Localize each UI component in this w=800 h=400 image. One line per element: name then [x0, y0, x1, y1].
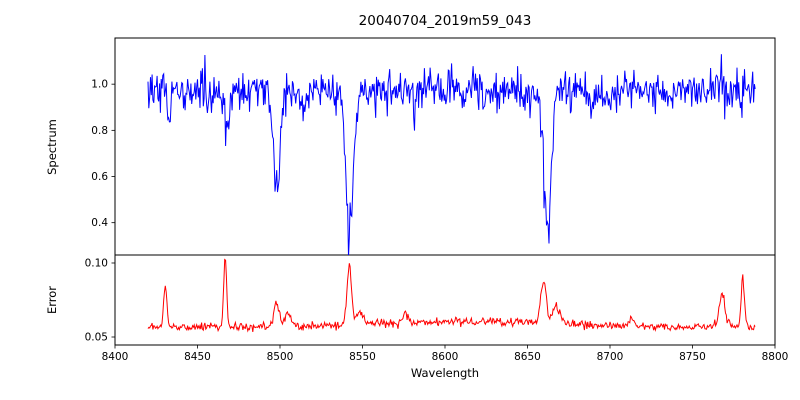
y-tick-label: 0.8 — [91, 125, 108, 137]
y-tick-label: 0.05 — [85, 332, 108, 344]
y-tick-label: 0.10 — [85, 257, 108, 269]
x-tick-label: 8800 — [762, 351, 789, 363]
chart-title: 20040704_2019m59_043 — [358, 13, 532, 29]
x-tick-label: 8500 — [267, 351, 294, 363]
x-tick-label: 8750 — [679, 351, 706, 363]
x-tick-label: 8650 — [514, 351, 541, 363]
spectrum-line — [147, 54, 756, 255]
error-line — [147, 258, 756, 333]
y-tick-label: 0.4 — [91, 217, 108, 229]
x-tick-label: 8550 — [349, 351, 376, 363]
error-axes-spine — [114, 254, 776, 346]
spectrum-axes-spine — [114, 37, 776, 256]
y-tick-label: 1.0 — [91, 79, 108, 91]
x-tick-label: 8600 — [432, 351, 459, 363]
x-axis-label: Wavelength — [410, 366, 480, 380]
y-tick-label: 0.6 — [91, 171, 108, 183]
x-tick-label: 8400 — [102, 351, 129, 363]
x-tick-label: 8700 — [597, 351, 624, 363]
x-tick-label: 8450 — [184, 351, 211, 363]
